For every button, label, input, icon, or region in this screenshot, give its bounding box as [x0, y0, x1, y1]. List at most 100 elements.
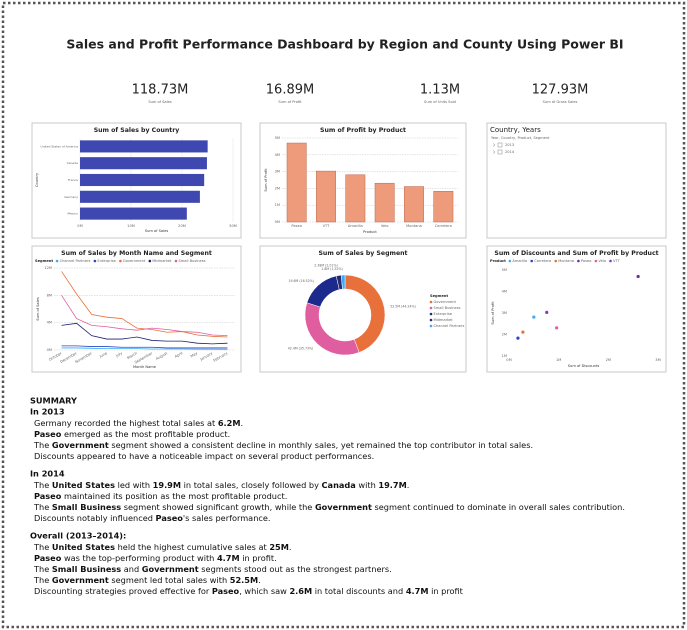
x-tick-label: Amarilla [348, 224, 363, 228]
x-tick-label: VTT [323, 224, 331, 228]
slicer-item: 2013 [505, 143, 514, 147]
summary-text: Government [142, 564, 199, 574]
series-line [61, 347, 228, 350]
y-tick-label: Mexico [68, 212, 79, 216]
summary-text: segments stood out as the strongest part… [199, 564, 392, 574]
legend-marker [530, 259, 534, 263]
summary-text: Canada [322, 480, 356, 490]
summary-text: Paseo [34, 429, 62, 439]
summary-title: SUMMARY [30, 396, 78, 406]
summary-text: Paseo [34, 553, 62, 563]
y-tick-label: France [68, 178, 78, 182]
summary-text: segment continued to dominate in overall… [372, 502, 625, 512]
legend-marker [429, 324, 433, 328]
x-tick-label: 20M [178, 224, 186, 228]
summary-text: was the top-performing product with [61, 553, 217, 563]
scatter-point [545, 310, 549, 314]
legend-marker [508, 259, 512, 263]
legend-label: Midmarket [434, 318, 454, 322]
chart-title: Sum of Profit by Product [320, 127, 406, 134]
legend-marker [174, 259, 178, 263]
summary-line: The United States led with 19.9M in tota… [33, 480, 409, 490]
summary-text: Discounting strategies proved effective … [34, 586, 212, 596]
pie-slice [340, 274, 346, 290]
y-tick-label: 0M [275, 220, 280, 224]
y-tick-label: 4M [275, 153, 280, 157]
x-tick-label: 10M [127, 224, 135, 228]
legend-title: Product [490, 259, 506, 263]
summary-line: Paseo emerged as the most profitable pro… [34, 429, 230, 439]
bar [374, 182, 395, 223]
legend-title: Segment [430, 294, 448, 298]
summary-text: Small Business [52, 502, 121, 512]
x-tick-label: Velo [381, 224, 389, 228]
y-tick-label: 2M [502, 333, 507, 337]
x-tick-label: 1M [556, 358, 561, 362]
summary-text: United States [52, 480, 115, 490]
legend-marker [594, 259, 598, 263]
summary-text: The [33, 564, 52, 574]
legend-marker [429, 312, 433, 316]
kpi-label: Sum of Gross Sales [543, 100, 578, 104]
bar [345, 174, 366, 223]
legend-label: Channel Partners [60, 259, 91, 263]
summary-text: The [33, 575, 52, 585]
summary-line: The United States held the highest cumul… [33, 542, 291, 552]
x-tick-label: 30M [229, 224, 237, 228]
summary-text: 4.7M [217, 553, 240, 563]
checkbox[interactable] [497, 149, 503, 155]
legend-label: Government [123, 259, 146, 263]
checkbox[interactable] [497, 142, 503, 148]
summary-line: Paseo maintained its position as the mos… [34, 491, 287, 501]
summary-heading: Overall (2013–2014): [30, 531, 126, 541]
summary-text: Discounts appeared to have a noticeable … [34, 451, 374, 461]
y-axis-title: Sum of Profit [264, 168, 268, 192]
kpi-value: 127.93M [532, 83, 589, 98]
data-label: 2.38M (2.01%) [314, 264, 337, 268]
bar [80, 140, 208, 153]
legend-marker [148, 259, 152, 263]
bar [286, 142, 307, 223]
y-tick-label: Germany [64, 195, 78, 199]
legend-marker [429, 300, 433, 304]
summary-text: Discounts notably influenced [34, 513, 156, 523]
summary-text: segment showed significant growth, while… [121, 502, 315, 512]
bar [433, 191, 454, 223]
data-label: 19.6M (16.52%) [288, 279, 314, 283]
y-tick-label: 8M [47, 293, 52, 297]
y-tick-label: 4M [502, 290, 507, 294]
legend-marker [429, 318, 433, 322]
bar [80, 157, 207, 170]
kpi-label: Sum of Sales [148, 100, 172, 104]
legend-label: Small Business [434, 306, 461, 310]
summary-text: 25M [269, 542, 289, 552]
summary-text: 19.9M [153, 480, 181, 490]
x-tick-label: October [48, 351, 63, 362]
legend-label: VTT [613, 259, 621, 263]
y-tick-label: 0M [47, 348, 52, 352]
summary-line: The Government segment led total sales w… [33, 575, 261, 585]
summary-line: Paseo was the top-performing product wit… [34, 553, 277, 563]
summary-text: Paseo [156, 513, 184, 523]
summary-text: segment led total sales with [109, 575, 230, 585]
bar [404, 186, 424, 223]
y-axis-title: Sum of Profit [491, 301, 495, 325]
y-tick-label: 12M [44, 266, 52, 270]
summary-text: The [33, 502, 52, 512]
scatter-point [532, 315, 536, 319]
summary-heading: In 2014 [30, 469, 65, 479]
y-tick-label: Canada [67, 161, 79, 165]
chart-title: Sum of Sales by Country [94, 127, 180, 134]
bar [80, 173, 205, 187]
legend-label: Amarilla [512, 259, 527, 263]
chart-title: Sum of Sales by Segment [318, 250, 407, 257]
x-tick-label: May [190, 351, 199, 359]
scatter-point [521, 330, 525, 334]
summary-text: maintained its position as the most prof… [61, 491, 287, 501]
legend-marker [119, 259, 122, 263]
series-line [61, 345, 228, 349]
panel [486, 122, 667, 239]
summary-text: with [356, 480, 379, 490]
y-axis-title: Sum of Sales [36, 297, 40, 321]
